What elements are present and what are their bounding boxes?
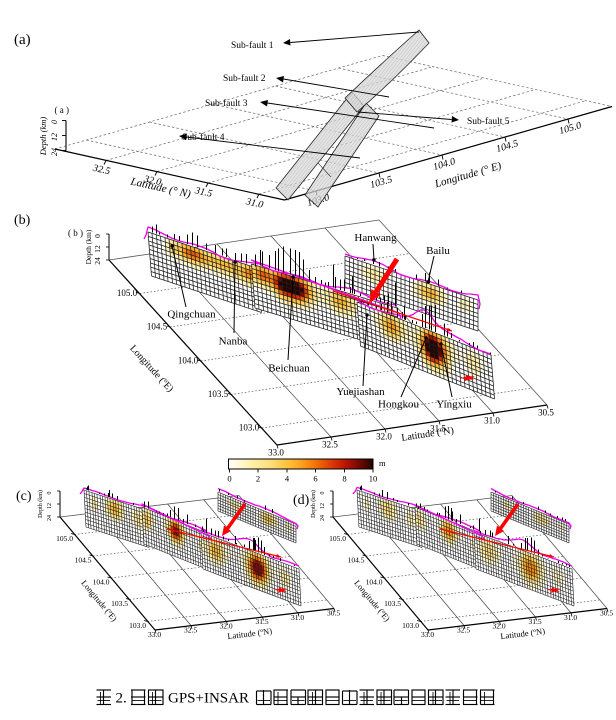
svg-text:Sub-fault 5: Sub-fault 5 <box>467 116 510 127</box>
svg-text:31.5: 31.5 <box>193 185 213 200</box>
svg-text:103.0: 103.0 <box>239 423 260 433</box>
svg-text:32.0: 32.0 <box>142 174 162 189</box>
svg-text:10: 10 <box>369 474 378 484</box>
svg-text:24: 24 <box>320 515 326 521</box>
svg-text:(b): (b) <box>14 213 31 228</box>
svg-text:24: 24 <box>50 148 59 156</box>
svg-text:32.5: 32.5 <box>457 626 470 635</box>
svg-text:31.0: 31.0 <box>244 196 264 211</box>
svg-text:0: 0 <box>320 492 326 495</box>
svg-text:12: 12 <box>93 245 102 253</box>
svg-text:33.0: 33.0 <box>268 448 284 458</box>
svg-text:31.0: 31.0 <box>291 613 304 622</box>
svg-text:Qingchuan: Qingchuan <box>167 309 216 321</box>
svg-text:105.0: 105.0 <box>117 288 138 298</box>
svg-text:12: 12 <box>47 503 53 509</box>
svg-text:31.0: 31.0 <box>564 613 577 622</box>
svg-text:Depth (km): Depth (km) <box>310 490 317 518</box>
svg-text:12: 12 <box>50 133 59 141</box>
svg-text:Sub-fault 4: Sub-fault 4 <box>182 132 225 143</box>
svg-text:0: 0 <box>93 234 102 238</box>
svg-text:24: 24 <box>47 515 53 521</box>
svg-text:104.5: 104.5 <box>348 556 365 565</box>
svg-text:103.0: 103.0 <box>129 621 146 630</box>
svg-text:Depth (km): Depth (km) <box>84 229 93 264</box>
svg-text:32.0: 32.0 <box>376 432 392 442</box>
svg-text:31.5: 31.5 <box>255 617 268 626</box>
svg-text:0: 0 <box>227 474 231 484</box>
svg-text:(a): (a) <box>14 32 31 48</box>
svg-text:Sub-fault 1: Sub-fault 1 <box>231 40 274 51</box>
svg-text:32.5: 32.5 <box>184 626 197 635</box>
svg-text:GPS+INSAR: GPS+INSAR <box>168 691 249 707</box>
svg-text:Hanwang: Hanwang <box>354 232 397 244</box>
svg-text:6: 6 <box>313 474 317 484</box>
svg-text:33.0: 33.0 <box>421 630 434 639</box>
svg-text:105.0: 105.0 <box>56 534 73 543</box>
svg-text:32.0: 32.0 <box>492 622 505 631</box>
svg-text:30.5: 30.5 <box>600 609 613 618</box>
svg-text:32.5: 32.5 <box>322 440 338 450</box>
svg-text:31.5: 31.5 <box>528 617 541 626</box>
svg-text:( b ): ( b ) <box>68 228 83 238</box>
svg-text:m: m <box>379 458 386 468</box>
svg-text:0: 0 <box>50 120 59 124</box>
svg-text:(c): (c) <box>16 489 32 504</box>
svg-text:31.0: 31.0 <box>484 416 500 426</box>
svg-text:Beichuan: Beichuan <box>268 363 310 375</box>
svg-text:Depth (km): Depth (km) <box>37 490 44 518</box>
svg-text:2: 2 <box>256 474 260 484</box>
svg-text:4: 4 <box>285 474 290 484</box>
svg-text:Bailu: Bailu <box>426 245 450 257</box>
svg-text:Depth (km): Depth (km) <box>38 117 48 157</box>
svg-text:Yingxiu: Yingxiu <box>436 399 472 411</box>
svg-text:30.5: 30.5 <box>327 609 340 618</box>
svg-text:(d): (d) <box>293 493 310 508</box>
svg-text:Hongkou: Hongkou <box>378 399 419 411</box>
svg-text:104.5: 104.5 <box>75 556 92 565</box>
svg-text:103.0: 103.0 <box>402 621 419 630</box>
svg-text:24: 24 <box>93 257 102 265</box>
svg-text:103.5: 103.5 <box>111 599 128 608</box>
svg-text:( a ): ( a ) <box>55 105 70 115</box>
svg-text:32.0: 32.0 <box>219 622 232 631</box>
svg-text:2.: 2. <box>116 691 127 707</box>
svg-text:104.0: 104.0 <box>93 578 110 587</box>
svg-text:8: 8 <box>342 474 346 484</box>
svg-text:104.5: 104.5 <box>147 322 168 332</box>
svg-text:12: 12 <box>320 503 326 509</box>
svg-text:0: 0 <box>47 492 53 495</box>
svg-text:104.0: 104.0 <box>366 578 383 587</box>
svg-text:32.5: 32.5 <box>91 163 111 178</box>
svg-text:30.5: 30.5 <box>538 408 554 418</box>
svg-text:103.5: 103.5 <box>384 599 401 608</box>
svg-text:Sub-fault 2: Sub-fault 2 <box>223 73 266 84</box>
svg-text:31.5: 31.5 <box>430 424 446 434</box>
svg-text:33.0: 33.0 <box>148 630 161 639</box>
svg-text:105.0: 105.0 <box>329 534 346 543</box>
svg-text:103.5: 103.5 <box>208 389 229 399</box>
svg-text:Nanba: Nanba <box>219 336 248 348</box>
svg-text:Sub-fault 3: Sub-fault 3 <box>205 98 248 109</box>
svg-text:104.0: 104.0 <box>178 356 199 366</box>
svg-text:Yuejiashan: Yuejiashan <box>336 386 385 398</box>
